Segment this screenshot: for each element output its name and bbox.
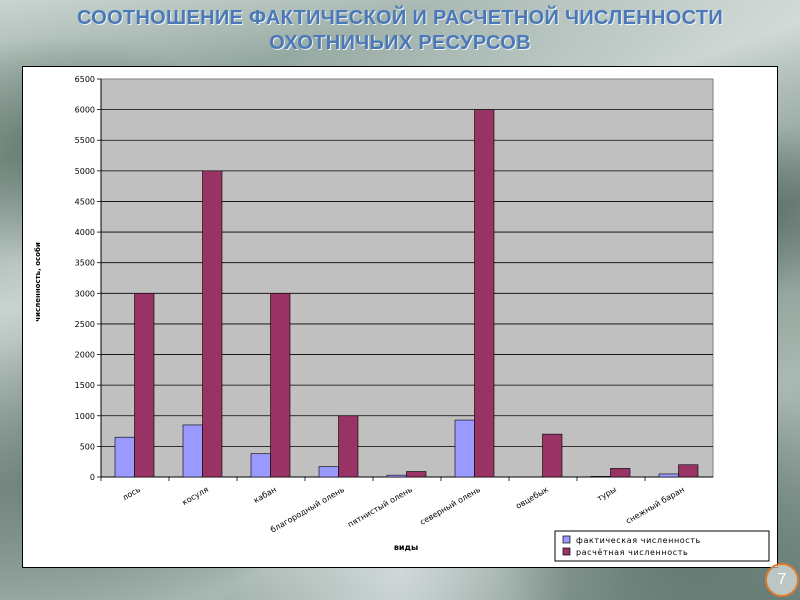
bar-calculated <box>202 170 223 478</box>
bar-calculated <box>474 109 495 478</box>
legend: фактическая численность расчётная числен… <box>554 530 770 562</box>
y-tick-label: 6500 <box>75 75 95 84</box>
bar-actual <box>182 424 203 478</box>
y-tick-labels: 0 500 1000 1500 2000 2500 3000 3500 4000 4500 5000… <box>75 75 95 482</box>
plot-area <box>100 78 714 478</box>
bar-actual <box>250 453 271 478</box>
x-axis-label: виды <box>394 543 418 552</box>
y-tick-label: 6000 <box>75 106 95 115</box>
y-tick-label: 1500 <box>75 381 95 390</box>
y-tick-label: 500 <box>80 442 95 451</box>
bars <box>114 109 699 478</box>
y-tick-label: 4000 <box>75 228 95 237</box>
chart-frame: 0 500 1000 1500 2000 2500 3000 3500 4000 4500 5000… <box>22 66 778 568</box>
y-tick-label: 5500 <box>75 136 95 145</box>
legend-label-actual: фактическая численность <box>576 536 701 545</box>
x-tick-label: северный олень <box>418 485 482 527</box>
bar-actual <box>658 473 679 478</box>
y-tick-label: 4500 <box>75 197 95 206</box>
bar-calculated <box>678 464 699 478</box>
x-tick-label: снежный баран <box>624 485 686 526</box>
y-tick-label: 5000 <box>75 167 95 176</box>
y-tick-label: 2000 <box>75 351 95 360</box>
bar-calculated <box>134 293 155 478</box>
x-tick-label: косуля <box>181 485 211 507</box>
page-number-badge: 7 <box>765 563 799 597</box>
title-line-1: СООТНОШЕНИЕ ФАКТИЧЕСКОЙ И РАСЧЕТНОЙ ЧИСЛ… <box>76 7 724 29</box>
y-tick-label: 2500 <box>75 320 95 329</box>
title-line-2: ОХОТНИЧЬИХ РЕСУРСОВ <box>269 32 531 54</box>
x-tick-label: лось <box>121 485 142 502</box>
y-tick-label: 3500 <box>75 259 95 268</box>
x-tick-label: благородный олень <box>269 485 346 535</box>
legend-box <box>554 530 770 562</box>
slide-title: СООТНОШЕНИЕ ФАКТИЧЕСКОЙ И РАСЧЕТНОЙ ЧИСЛ… <box>0 6 800 56</box>
x-tick-label: туры <box>595 485 618 503</box>
x-tick-label: кабан <box>252 485 278 505</box>
bar-actual <box>454 419 475 478</box>
y-tick-label: 1000 <box>75 412 95 421</box>
bar-chart: 0 500 1000 1500 2000 2500 3000 3500 4000 4500 5000… <box>34 75 770 562</box>
bar-calculated <box>406 471 427 478</box>
y-axis-label: численность, особи <box>34 242 42 322</box>
bar-actual <box>114 436 135 478</box>
x-tick-label: пятнистый олень <box>346 485 414 529</box>
bar-calculated <box>338 415 359 478</box>
legend-label-calculated: расчётная численность <box>576 548 688 557</box>
legend-swatch-calculated <box>562 547 571 556</box>
x-tick-label: овцебык <box>514 485 550 511</box>
bar-actual <box>590 476 611 478</box>
legend-swatch-actual <box>562 535 571 544</box>
y-tick-label: 3000 <box>75 289 95 298</box>
bar-calculated <box>542 433 563 478</box>
y-tick-label: 0 <box>90 473 95 482</box>
bar-actual <box>386 474 407 478</box>
bar-calculated <box>270 293 291 478</box>
bar-calculated <box>610 468 631 478</box>
bar-actual <box>318 466 339 478</box>
